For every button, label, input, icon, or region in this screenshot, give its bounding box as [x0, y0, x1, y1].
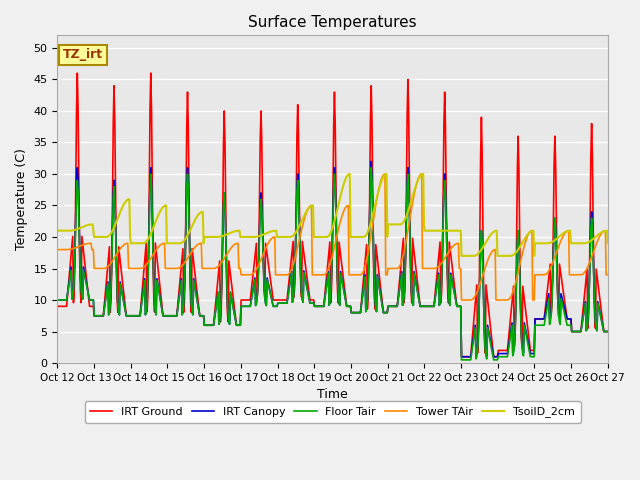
Floor Tair	[604, 329, 612, 335]
TsoilD_2cm	[120, 201, 128, 207]
Tower TAir	[604, 272, 612, 278]
IRT Canopy	[120, 300, 128, 306]
IRT Canopy	[400, 292, 408, 298]
TsoilD_2cm	[346, 171, 354, 177]
Line: IRT Canopy: IRT Canopy	[58, 161, 608, 357]
Tower TAir	[176, 264, 184, 270]
IRT Ground	[417, 303, 424, 309]
IRT Canopy	[417, 303, 424, 309]
Floor Tair	[120, 301, 128, 307]
IRT Ground	[400, 300, 408, 306]
Legend: IRT Ground, IRT Canopy, Floor Tair, Tower TAir, TsoilD_2cm: IRT Ground, IRT Canopy, Floor Tair, Towe…	[84, 401, 580, 423]
IRT Canopy	[367, 158, 375, 164]
Floor Tair	[176, 289, 184, 295]
Tower TAir	[400, 248, 408, 254]
IRT Canopy	[458, 354, 465, 360]
Tower TAir	[458, 297, 465, 303]
Y-axis label: Temperature (C): Temperature (C)	[15, 148, 28, 250]
Line: Floor Tair: Floor Tair	[58, 168, 608, 360]
Text: TZ_irt: TZ_irt	[63, 48, 103, 61]
Tower TAir	[54, 247, 61, 252]
Tower TAir	[417, 172, 424, 178]
TsoilD_2cm	[63, 228, 71, 234]
TsoilD_2cm	[205, 234, 212, 240]
Tower TAir	[205, 265, 212, 271]
Floor Tair	[417, 303, 424, 309]
IRT Canopy	[176, 288, 184, 294]
IRT Ground	[74, 70, 81, 76]
TsoilD_2cm	[54, 228, 61, 234]
Line: Tower TAir: Tower TAir	[58, 174, 608, 300]
Tower TAir	[63, 247, 71, 252]
Floor Tair	[54, 297, 61, 303]
IRT Ground	[458, 354, 465, 360]
Tower TAir	[381, 171, 389, 177]
IRT Ground	[177, 271, 184, 276]
TsoilD_2cm	[400, 218, 408, 224]
IRT Canopy	[604, 329, 612, 335]
IRT Canopy	[205, 323, 212, 328]
IRT Ground	[54, 303, 61, 309]
Floor Tair	[63, 292, 71, 298]
Line: TsoilD_2cm: TsoilD_2cm	[58, 174, 608, 256]
Tower TAir	[120, 242, 128, 248]
Floor Tair	[367, 165, 375, 170]
X-axis label: Time: Time	[317, 388, 348, 401]
TsoilD_2cm	[417, 173, 424, 179]
IRT Canopy	[63, 292, 71, 298]
IRT Ground	[604, 329, 612, 335]
IRT Ground	[63, 295, 71, 300]
IRT Ground	[121, 299, 129, 305]
Title: Surface Temperatures: Surface Temperatures	[248, 15, 417, 30]
Floor Tair	[205, 323, 212, 328]
IRT Canopy	[54, 297, 61, 303]
Floor Tair	[400, 293, 408, 299]
TsoilD_2cm	[176, 240, 184, 246]
Line: IRT Ground: IRT Ground	[58, 73, 608, 357]
IRT Ground	[206, 323, 214, 328]
Floor Tair	[458, 357, 465, 363]
TsoilD_2cm	[458, 253, 465, 259]
TsoilD_2cm	[604, 240, 612, 246]
